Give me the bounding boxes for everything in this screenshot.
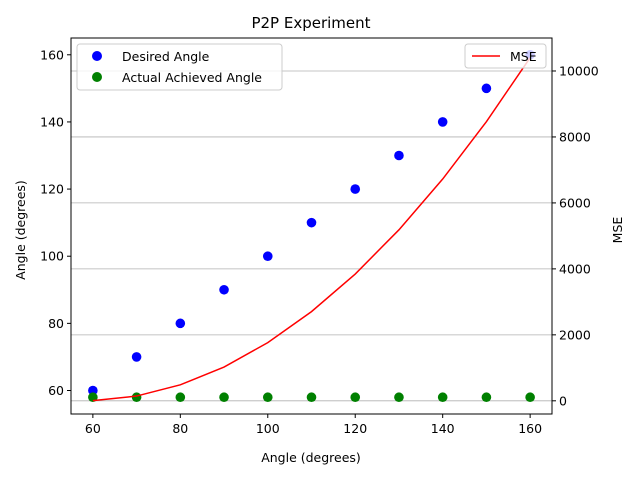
chart-title: P2P Experiment [251, 14, 370, 32]
x-tick-label: 160 [518, 421, 542, 436]
plot-frame [70, 37, 553, 415]
y-tick-label-left: 160 [40, 47, 64, 62]
y-tick-label-left: 80 [48, 316, 64, 331]
x-tick-label: 60 [85, 421, 101, 436]
y-axis-title-left: Angle (degrees) [13, 180, 28, 280]
desired-angle-point [88, 385, 98, 396]
x-tick-label: 120 [343, 421, 367, 436]
actual-achieved-angle-point [394, 392, 404, 403]
y-tick-label-right: 4000 [559, 261, 591, 276]
x-axis-title: Angle (degrees) [261, 450, 361, 465]
y-tick-label-right: 6000 [559, 195, 591, 210]
desired-angle-point [219, 284, 229, 295]
axes: 60 80 100 120 140 160 60 80 100 120 140 160 0 2000 400… [40, 47, 599, 436]
x-tick-label: 140 [431, 421, 455, 436]
y-tick-label-right: 2000 [559, 327, 591, 342]
desired-angle-point [306, 217, 317, 228]
legend-marker-desired [92, 51, 102, 61]
desired-angle-point [481, 83, 492, 94]
legend-left-frame [76, 43, 283, 91]
actual-achieved-angle-point [175, 392, 186, 403]
desired-angle-point [262, 251, 273, 262]
legend-right: MSE [464, 43, 547, 69]
legend-left: Desired Angle Actual Achieved Angle [76, 43, 283, 91]
actual-achieved-angle-point [481, 392, 492, 403]
y-tick-label-right: 8000 [559, 129, 591, 144]
actual-achieved-angle-point [131, 392, 142, 403]
y-tick-label-left: 140 [40, 114, 64, 129]
legend-label-mse: MSE [510, 49, 537, 64]
legend-right-frame [464, 43, 547, 69]
x-tick-label: 100 [256, 421, 280, 436]
legend-marker-actual [92, 72, 102, 82]
x-tick-label: 80 [172, 421, 188, 436]
y-tick-label-right: 10000 [559, 63, 599, 78]
y-axis-title-right: MSE [610, 217, 625, 244]
actual-achieved-angle-point [262, 392, 273, 403]
y-tick-label-right: 0 [559, 393, 567, 408]
desired-angle-point [394, 150, 404, 161]
desired-angle-point [350, 184, 361, 194]
y-tick-label-left: 120 [40, 182, 64, 197]
actual-achieved-angle-point [306, 392, 317, 403]
actual-achieved-angle-point [437, 392, 448, 403]
y-tick-label-left: 60 [48, 383, 64, 398]
desired-angle-point [175, 318, 186, 329]
mse-line [92, 57, 531, 402]
actual-achieved-angle-point [525, 392, 535, 403]
y-tick-label-left: 100 [40, 249, 64, 264]
actual-achieved-angle-point [219, 392, 229, 403]
grid [71, 70, 552, 402]
legend-label-desired: Desired Angle [122, 49, 210, 64]
plot-area [88, 49, 535, 403]
desired-angle-point [131, 352, 142, 362]
actual-achieved-angle-point [88, 392, 98, 403]
legend-label-actual: Actual Achieved Angle [122, 70, 262, 85]
actual-achieved-angle-point [350, 392, 361, 403]
desired-angle-point [437, 117, 448, 127]
